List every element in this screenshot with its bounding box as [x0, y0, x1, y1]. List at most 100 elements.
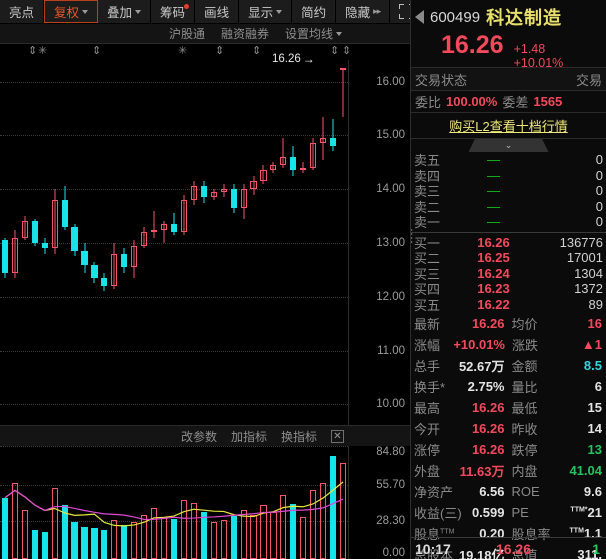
- buy-l2-link[interactable]: 购买L2查看十档行情: [411, 113, 606, 139]
- stats-cell: 涨停 16.26: [411, 440, 509, 459]
- orderbook-level: 买四: [414, 282, 441, 298]
- volume-bar: [101, 529, 108, 559]
- trade-status-row: 交易状态 交易: [411, 68, 606, 91]
- chart-toolbar: 亮点 复权 叠加 筹码 画线 显示 简约 隐藏 ▸▸: [0, 0, 425, 24]
- weicha-value: 1565: [533, 94, 563, 109]
- candle-body: [101, 277, 108, 287]
- toolbar-highlight-button[interactable]: 亮点: [0, 0, 45, 23]
- candlestick: [288, 60, 298, 426]
- weicha-label: 委差: [502, 95, 529, 110]
- volume-axis-tick: 0.00: [382, 547, 405, 559]
- chart-subbar: 沪股通 融资融券 设置均线: [0, 24, 410, 44]
- toolbar-chips-button[interactable]: 筹码: [151, 0, 196, 23]
- candlestick: [20, 60, 30, 426]
- volume-chart[interactable]: 84.80 55.70 28.30 0.00: [0, 446, 410, 559]
- chart-event-marker-icon[interactable]: ⇕: [92, 45, 102, 57]
- candle-body: [31, 221, 38, 243]
- candlestick-series: [0, 60, 348, 425]
- chart-event-marker-icon[interactable]: ⇕: [215, 45, 225, 57]
- price-axis: 16.00 15.00 14.00 13.00 12.00 11.00 10.00: [348, 60, 410, 425]
- volume-axis-tick: 55.70: [376, 478, 405, 491]
- candlestick: [149, 60, 159, 426]
- orderbook-volume: 1372: [574, 281, 603, 297]
- toolbar-highlight-label: 亮点: [9, 6, 35, 20]
- candlestick: [229, 60, 239, 426]
- indicator-action-2[interactable]: 换指标: [280, 429, 317, 444]
- orderbook-collapse[interactable]: ⌄: [411, 139, 606, 152]
- volume-axis-tick: 28.30: [376, 515, 405, 528]
- candle-wick: [14, 229, 16, 278]
- orderbook-price: —: [487, 167, 500, 183]
- candle-body: [131, 245, 138, 268]
- toolbar-overlay-button[interactable]: 叠加: [98, 0, 152, 23]
- close-icon[interactable]: ✕: [331, 429, 344, 443]
- candle-body: [61, 199, 68, 227]
- stats-value: 41.04: [569, 463, 602, 478]
- indicator-action-1[interactable]: 加指标: [230, 429, 267, 444]
- volume-bar: [11, 483, 18, 559]
- volume-bar: [260, 505, 267, 559]
- orderbook-level: 卖一: [414, 215, 441, 231]
- pane-resize-handle[interactable]: [411, 228, 413, 244]
- stats-label: 最新: [414, 317, 441, 332]
- orderbook-price: —: [487, 214, 500, 230]
- chart-event-marker-icon[interactable]: ✳: [38, 45, 48, 57]
- gridline: [0, 350, 348, 352]
- candle-body: [310, 143, 317, 168]
- stats-label: 涨跌: [512, 338, 539, 353]
- tick-price: 16.26: [495, 540, 532, 557]
- chart-event-marker-icon[interactable]: ⇕: [252, 45, 262, 57]
- subbar-item-1[interactable]: 融资融券: [221, 25, 269, 42]
- candle-wick: [243, 183, 245, 219]
- candle-body: [151, 229, 158, 233]
- subbar-item-0[interactable]: 沪股通: [169, 25, 205, 42]
- toolbar-simple-label: 简约: [301, 6, 327, 20]
- stats-row: 净资产 6.56 ROE 9.6: [411, 481, 606, 502]
- candle-wick: [332, 119, 334, 152]
- stats-cell: 最高 16.26: [411, 398, 509, 417]
- candle-body: [1, 240, 9, 273]
- orderbook-price: 16.24: [477, 265, 510, 281]
- chevron-down-icon: [336, 31, 342, 36]
- subbar-item-2[interactable]: 设置均线: [285, 25, 342, 42]
- subbar-item-label: 融资融券: [220, 27, 269, 41]
- stats-cell: 今开 16.26: [411, 419, 509, 438]
- volume-bar: [81, 527, 88, 559]
- candlestick: [159, 60, 169, 426]
- volume-bar: [111, 519, 118, 559]
- gridline: [0, 135, 348, 137]
- stats-row: 外盘 11.63万 内盘 41.04: [411, 460, 606, 481]
- stats-cell: 均价 16: [509, 314, 606, 333]
- candlestick: [60, 60, 70, 426]
- stats-cell: 昨收 14: [509, 419, 606, 438]
- price-change: +1.48: [513, 42, 546, 56]
- chart-event-marker-icon[interactable]: ⇕: [330, 45, 340, 57]
- orderbook-row: 卖三 — 0: [411, 183, 606, 199]
- volume-bar: [1, 497, 9, 559]
- gridline: [0, 189, 348, 191]
- chart-event-marker-icon[interactable]: ⇕: [28, 45, 38, 57]
- collapse-chevron-icon[interactable]: ⌄: [468, 139, 549, 152]
- order-book-buy: 买一 16.26 136776 买二 16.25 17001 买三 16.24 1304 买四 16…: [411, 235, 606, 313]
- toolbar-simple-button[interactable]: 简约: [292, 0, 337, 23]
- event-marker-row: ⇕ ✳ ⇕ ✳ ⇕ ⇕ ⇕ ⇕: [0, 44, 410, 60]
- stats-cell: 量比 6: [509, 377, 606, 396]
- candlestick: [40, 60, 50, 426]
- toolbar-draw-button[interactable]: 画线: [195, 0, 240, 23]
- price-axis-tick: 14.00: [376, 183, 405, 196]
- toolbar-display-button[interactable]: 显示: [239, 0, 293, 23]
- chart-event-marker-icon[interactable]: ⇕: [342, 45, 352, 57]
- candle-body: [81, 251, 88, 265]
- price-chart[interactable]: 16.00 15.00 14.00 13.00 12.00 11.00 10.00 16.2…: [0, 52, 410, 426]
- stats-label: 跌停: [511, 443, 538, 458]
- indicator-action-0[interactable]: 改参数: [180, 429, 217, 444]
- back-arrow-icon[interactable]: [415, 10, 424, 24]
- chart-event-marker-icon[interactable]: ✳: [178, 45, 188, 57]
- stats-value: 16.26: [471, 442, 505, 457]
- toolbar-hide-button[interactable]: 隐藏 ▸▸: [336, 0, 391, 23]
- orderbook-row: 卖四 — 0: [411, 168, 606, 184]
- candle-body: [339, 67, 347, 70]
- candlestick: [50, 60, 60, 426]
- toolbar-adjust-button[interactable]: 复权: [44, 0, 99, 23]
- trade-status-label: 交易状态: [415, 72, 468, 88]
